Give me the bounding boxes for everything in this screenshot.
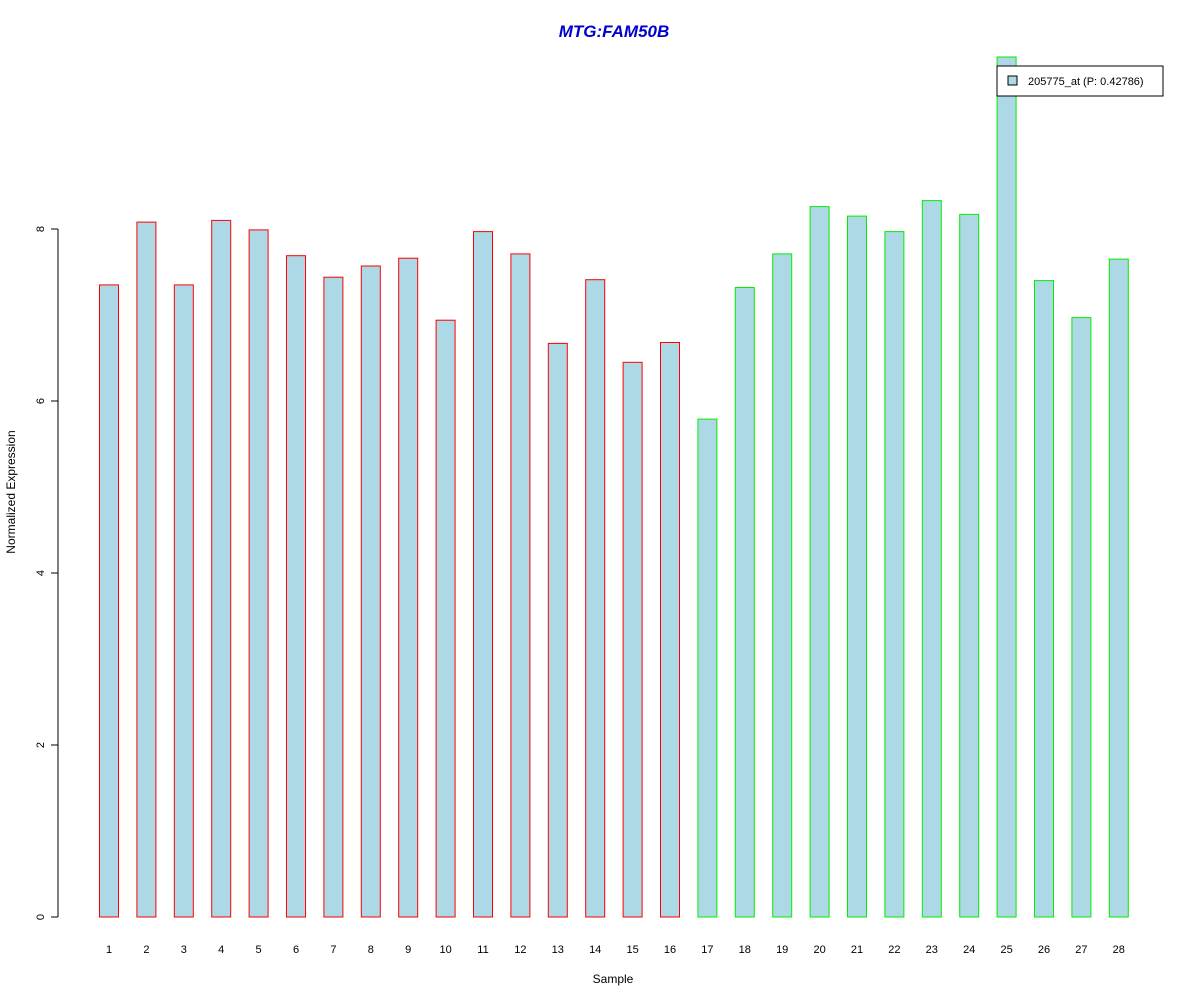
- y-axis-label: Normalized Expression: [4, 430, 18, 553]
- x-tick-label: 25: [1000, 944, 1012, 956]
- x-tick-label: 7: [330, 944, 336, 956]
- bar-sample-24: [959, 213, 980, 918]
- legend-entry-label: 205775_at (P: 0.42786): [1028, 76, 1144, 88]
- legend-swatch: [1007, 75, 1018, 86]
- bar-sample-26: [1034, 280, 1054, 918]
- x-tick-label: 21: [851, 944, 863, 956]
- bar-sample-27: [1071, 317, 1092, 918]
- bar-sample-22: [884, 231, 905, 918]
- y-tick-label: 0: [35, 914, 47, 920]
- x-tick-label: 27: [1075, 944, 1087, 956]
- x-tick-labels: 1 2 3 4 5 6 7 8 9 10 11 12 13 14 15 16 17 18 19 20 21 22 23 24 2…: [106, 944, 1125, 956]
- bar-sample-9: [398, 257, 419, 918]
- x-tick-label: 18: [739, 944, 751, 956]
- bar-sample-18: [734, 287, 755, 918]
- x-tick-label: 2: [143, 944, 149, 956]
- x-tick-label: 24: [963, 944, 975, 956]
- bar-sample-23: [921, 200, 942, 918]
- x-tick-label: 16: [664, 944, 676, 956]
- bar-sample-16: [660, 342, 680, 918]
- x-tick-label: 12: [514, 944, 526, 956]
- bar-sample-20: [809, 206, 830, 918]
- x-tick-label: 1: [106, 944, 112, 956]
- x-tick-label: 13: [552, 944, 564, 956]
- y-axis: 0 2 4 6 8: [35, 226, 59, 920]
- x-tick-label: 17: [701, 944, 713, 956]
- x-tick-label: 9: [405, 944, 411, 956]
- bar-sample-5: [248, 229, 269, 918]
- x-tick-label: 20: [813, 944, 825, 956]
- bar-sample-11: [473, 231, 493, 918]
- x-tick-label: 15: [626, 944, 638, 956]
- bar-sample-7: [323, 276, 344, 918]
- bar-sample-6: [286, 255, 306, 918]
- x-tick-label: 23: [926, 944, 938, 956]
- x-tick-label: 8: [368, 944, 374, 956]
- bar-sample-14: [585, 279, 606, 918]
- x-tick-label: 5: [256, 944, 262, 956]
- bar-sample-3: [173, 284, 194, 918]
- x-axis-label: Sample: [593, 972, 634, 986]
- bar-sample-25: [996, 56, 1017, 918]
- bar-sample-13: [547, 342, 568, 918]
- y-tick-label: 4: [35, 570, 47, 576]
- bar-sample-10: [435, 319, 456, 918]
- bar-sample-17: [697, 418, 718, 918]
- bar-sample-12: [510, 253, 531, 918]
- legend-box: [996, 65, 1164, 97]
- bar-sample-19: [772, 253, 793, 918]
- bars: [99, 56, 1129, 918]
- x-tick-label: 28: [1113, 944, 1125, 956]
- x-tick-label: 22: [888, 944, 900, 956]
- x-tick-label: 6: [293, 944, 299, 956]
- chart-title: MTG:FAM50B: [559, 22, 670, 41]
- x-tick-label: 4: [218, 944, 224, 956]
- y-tick-label: 2: [35, 742, 47, 748]
- bar-sample-4: [211, 219, 232, 918]
- bar-sample-8: [360, 265, 381, 918]
- y-tick-label: 6: [35, 398, 47, 404]
- x-tick-label: 11: [477, 944, 488, 956]
- x-tick-label: 14: [589, 944, 601, 956]
- x-tick-label: 10: [439, 944, 451, 956]
- bar-sample-2: [136, 221, 157, 918]
- bar-sample-28: [1108, 258, 1129, 918]
- bar-sample-15: [622, 361, 643, 918]
- x-tick-label: 3: [181, 944, 187, 956]
- bar-sample-1: [99, 284, 119, 918]
- x-tick-label: 26: [1038, 944, 1050, 956]
- y-tick-label: 8: [35, 226, 47, 232]
- bar-sample-21: [847, 215, 867, 918]
- x-tick-label: 19: [776, 944, 788, 956]
- legend: 205775_at (P: 0.42786): [996, 65, 1164, 97]
